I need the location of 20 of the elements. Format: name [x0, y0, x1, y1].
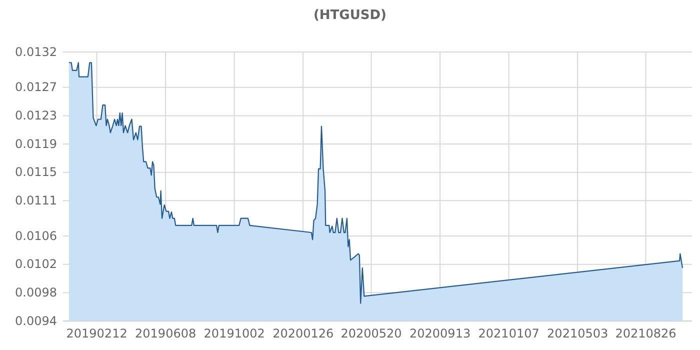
chart-title: (HTGUSD): [313, 8, 387, 23]
x-tick-label: 20200126: [272, 326, 334, 341]
x-tick-label: 20190608: [135, 326, 196, 341]
x-tick-label: 20191002: [204, 326, 265, 341]
y-tick-label: 0.0123: [15, 108, 57, 123]
x-tick-label: 20200913: [410, 326, 471, 341]
y-tick-label: 0.0098: [15, 286, 57, 300]
y-tick-label: 0.0115: [15, 165, 57, 180]
y-tick-label: 0.0119: [15, 136, 57, 151]
y-tick-label: 0.0111: [15, 194, 57, 208]
y-tick-label: 0.0127: [15, 80, 57, 94]
y-tick-label: 0.0132: [15, 44, 57, 59]
y-tick-label: 0.0102: [15, 257, 57, 272]
x-tick-label: 20210826: [615, 326, 676, 341]
y-tick-label: 0.0106: [15, 228, 57, 243]
y-tick-label: 0.0094: [15, 314, 57, 328]
x-tick-label: 20210107: [478, 326, 540, 341]
x-tick-label: 20200520: [340, 326, 402, 341]
x-tick-label: 20190212: [66, 326, 128, 341]
x-tick-label: 20210503: [547, 326, 608, 341]
